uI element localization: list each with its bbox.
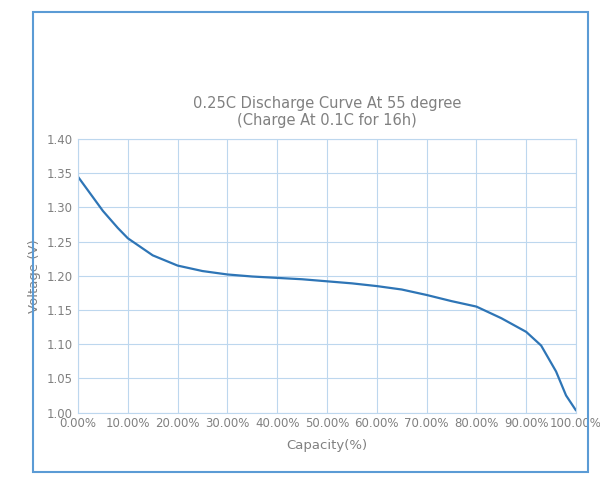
Title: 0.25C Discharge Curve At 55 degree
(Charge At 0.1C for 16h): 0.25C Discharge Curve At 55 degree (Char…: [193, 96, 461, 128]
Y-axis label: Voltage (V): Voltage (V): [28, 239, 41, 313]
X-axis label: Capacity(%): Capacity(%): [286, 439, 368, 452]
